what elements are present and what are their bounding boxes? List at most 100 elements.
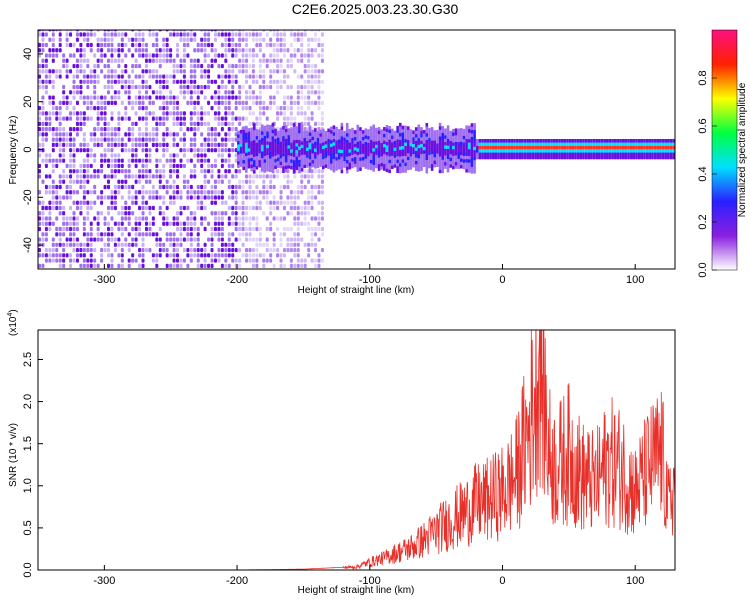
spectrogram-cell: [271, 166, 275, 170]
spectrogram-cell: [499, 138, 503, 143]
spectrogram-cell: [388, 132, 391, 137]
spectrogram-cell: [169, 174, 173, 179]
spectrogram-cell: [176, 242, 180, 247]
spectrogram-cell: [369, 166, 373, 171]
spectrogram-cell: [265, 226, 269, 232]
spectrogram-cell: [412, 150, 415, 155]
spectrogram-cell: [446, 162, 450, 166]
spectrogram-cell: [144, 106, 148, 111]
spectrogram-cell: [48, 221, 52, 226]
spectrogram-cell: [245, 90, 249, 95]
snr-x-tick-label: -100: [359, 575, 381, 587]
spectrogram-cell: [296, 253, 300, 258]
spectrogram-cell: [86, 205, 90, 211]
spectrogram-cell: [96, 221, 100, 226]
spectrogram-cell: [460, 134, 463, 139]
spectrogram-cell: [238, 32, 242, 37]
spectrogram-cell: [220, 247, 224, 253]
spectrogram-cell: [311, 156, 314, 161]
spectrogram-cell: [48, 200, 52, 205]
spectrogram-cell: [120, 58, 124, 63]
spectrogram-cell: [250, 167, 253, 172]
spectrogram-cell: [110, 69, 114, 74]
spectrogram-cell: [113, 90, 117, 95]
spectrogram-cell: [486, 138, 490, 143]
spectrogram-cell: [44, 237, 48, 242]
spectrogram-cell: [144, 121, 148, 126]
spectrogram-cell: [359, 153, 362, 158]
spectrogram-cell: [41, 232, 45, 237]
spectrogram-cell: [144, 148, 148, 153]
spectrogram-cell: [337, 155, 341, 160]
spectrogram-cell: [316, 151, 320, 155]
spectrogram-cell: [141, 205, 145, 211]
spectrogram-cell: [200, 63, 204, 69]
spectrogram-cell: [58, 30, 62, 32]
spectrogram-cell: [148, 190, 152, 195]
spectrogram-cell: [282, 226, 286, 232]
snr-y-tick-label: 1.0: [22, 478, 34, 493]
spectrogram-cell: [404, 159, 407, 163]
spectrogram-cell: [507, 142, 511, 146]
spectrogram-cell: [292, 123, 296, 127]
spectrogram-cell: [462, 138, 466, 143]
spectrogram-cell: [329, 156, 333, 161]
spectrogram-cell: [227, 158, 231, 163]
spectrogram-cell: [457, 148, 460, 153]
spectrogram-cell: [555, 138, 559, 143]
spectrogram-cell: [417, 134, 421, 139]
spectrogram-cell: [131, 42, 135, 48]
spectrogram-cell: [107, 121, 111, 126]
spectrogram-cell: [93, 74, 97, 79]
spectrogram-cell: [307, 174, 311, 179]
spectrogram-cell: [86, 174, 90, 179]
spectrogram-cell: [383, 140, 386, 145]
spectrogram-cell: [269, 30, 273, 32]
spectrogram-cell: [603, 142, 606, 146]
spectrogram-cell: [265, 200, 269, 205]
spectrogram-cell: [542, 142, 545, 146]
spectrogram-cell: [470, 153, 474, 157]
spectrogram-cell: [258, 200, 262, 205]
spectrogram-cell: [117, 116, 121, 121]
spectrogram-cell: [75, 111, 79, 116]
spectrogram-cell: [406, 139, 410, 144]
spectrogram-cell: [584, 145, 588, 150]
spectrogram-cell: [110, 253, 114, 258]
spectrogram-cell: [44, 158, 48, 163]
spectrogram-cell: [282, 174, 286, 179]
spectrogram-cell: [284, 158, 288, 163]
spectrogram-cell: [592, 149, 596, 153]
spectrogram-cell: [446, 135, 450, 139]
spectrogram-cell: [262, 258, 266, 263]
spectrogram-cell: [306, 160, 309, 165]
spectrogram-cell: [380, 129, 383, 133]
spectrogram-cell: [179, 121, 183, 126]
spectrogram-cell: [252, 146, 256, 151]
spectrogram-cell: [361, 153, 365, 158]
spectrogram-cell: [189, 247, 193, 253]
spectrogram-cell: [317, 211, 321, 216]
spectrogram-cell: [367, 166, 370, 170]
spectrogram-cell: [293, 53, 297, 58]
spectrogram-cell: [296, 84, 300, 90]
spectrogram-cell: [279, 216, 283, 221]
spectrogram-cell: [241, 53, 245, 58]
spectrogram-cell: [176, 226, 180, 232]
spectrogram-cell: [203, 69, 207, 74]
spectrogram-cell: [300, 164, 304, 169]
spectrogram-cell: [645, 155, 649, 160]
spectrogram-cell: [667, 145, 670, 150]
spectrogram-cell: [107, 48, 111, 53]
spectrogram-cell: [186, 84, 190, 90]
spectrogram-cell: [268, 131, 272, 136]
spectrogram-cell: [621, 145, 625, 150]
spectrogram-cell: [107, 132, 111, 137]
spectrogram-cell: [643, 142, 646, 146]
spectrogram-cell: [172, 163, 176, 169]
spectrogram-cell: [55, 226, 59, 232]
spectrogram-cell: [110, 95, 114, 100]
spectrogram-cell: [300, 263, 304, 268]
spectrogram-cell: [238, 237, 242, 242]
spectrogram-cell: [272, 58, 276, 63]
